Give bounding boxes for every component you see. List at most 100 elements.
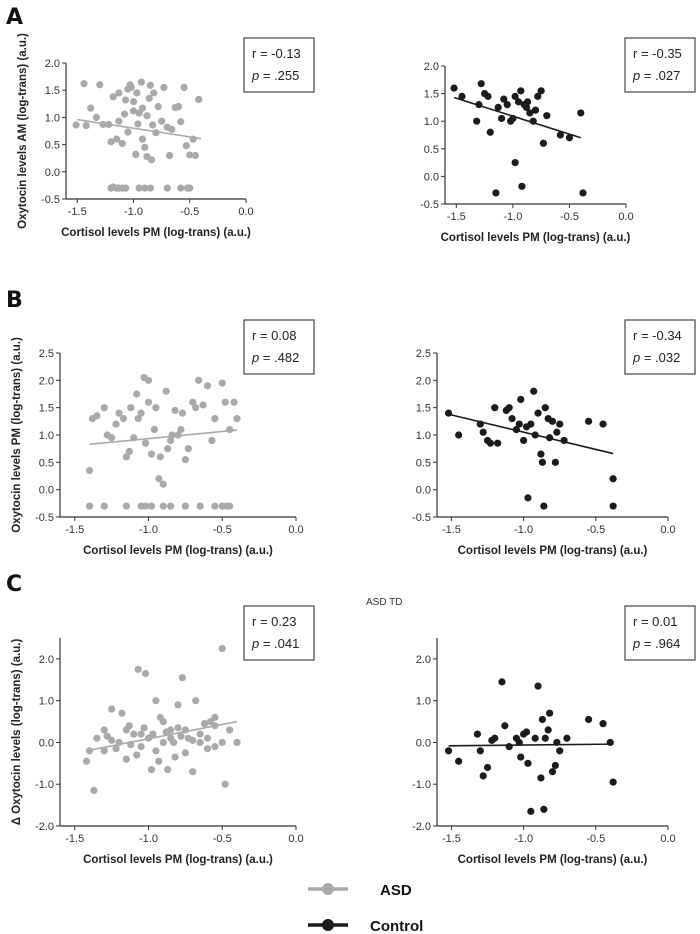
data-point <box>517 753 525 761</box>
data-point <box>122 502 130 510</box>
stat-r: r = -0.35 <box>633 46 682 61</box>
data-point <box>444 747 453 755</box>
data-point <box>563 734 571 742</box>
data-point <box>82 121 90 130</box>
data-point <box>135 184 143 192</box>
y-tick-label: -2.0 <box>412 821 431 833</box>
data-point <box>181 749 189 757</box>
data-point <box>150 89 158 97</box>
data-point <box>152 747 160 755</box>
data-point <box>189 768 197 776</box>
data-point <box>518 182 526 190</box>
data-point <box>177 118 185 126</box>
stat-p-label: p <box>251 350 259 365</box>
data-point <box>458 92 466 100</box>
data-point <box>144 376 153 384</box>
data-point <box>167 726 175 734</box>
data-point <box>146 81 154 89</box>
data-point <box>118 709 126 717</box>
stats-box: r = -0.13 p = .255 <box>243 37 315 93</box>
x-tick-label: 0.0 <box>660 833 675 845</box>
data-point <box>129 107 138 115</box>
stat-p: p = .255 <box>251 68 299 83</box>
x-tick-label: -0.5 <box>586 524 605 536</box>
data-point <box>192 404 200 412</box>
x-axis-label: Cortisol levels PM (log-trans) (a.u.) <box>458 545 648 557</box>
data-point <box>524 494 532 502</box>
data-point <box>165 151 174 160</box>
data-point <box>122 96 130 104</box>
data-point <box>178 674 187 682</box>
data-point <box>514 98 523 106</box>
data-point <box>548 417 557 425</box>
chart-1: A -0.5 0.0 0.5 1.0 1.5 2.0 -1.5 -1.0 -0.5 0.0 Corti… <box>6 5 315 239</box>
y-tick-label: 0.5 <box>45 140 60 152</box>
data-point <box>163 184 171 192</box>
stat-r: r = -0.34 <box>633 328 682 343</box>
data-point <box>191 151 199 160</box>
y-tick-label: -0.5 <box>41 194 60 206</box>
data-point <box>455 431 463 439</box>
y-tick-label: 1.0 <box>39 430 54 442</box>
data-point <box>93 412 101 420</box>
y-tick-label: 2.0 <box>416 375 431 387</box>
data-point <box>186 184 194 192</box>
data-point <box>115 117 123 125</box>
data-point <box>186 151 194 159</box>
data-point <box>531 106 540 114</box>
data-point <box>181 502 189 510</box>
data-point <box>133 751 141 759</box>
data-point <box>147 450 156 458</box>
data-point <box>524 759 532 767</box>
data-point <box>152 404 160 412</box>
stat-p-label: p <box>632 68 640 83</box>
y-tick-label: 0.5 <box>416 457 431 469</box>
data-point <box>455 757 463 765</box>
x-tick-label: -0.5 <box>560 211 579 223</box>
stat-p-value: = .255 <box>259 68 299 83</box>
stats-box: r = 0.08 p = .482 <box>243 319 315 375</box>
stat-p-value: = .964 <box>640 636 680 651</box>
data-point <box>100 502 108 510</box>
data-point <box>195 95 203 104</box>
x-tick-label: -1.5 <box>442 524 461 536</box>
data-point <box>218 738 226 747</box>
data-point <box>526 109 534 117</box>
data-point <box>118 139 126 148</box>
data-point <box>537 774 545 782</box>
data-point <box>164 445 172 453</box>
data-point <box>125 722 133 730</box>
data-point <box>609 475 617 483</box>
data-point <box>180 83 188 92</box>
data-point <box>565 134 574 142</box>
data-point <box>125 447 133 455</box>
data-point <box>523 98 532 106</box>
x-axis-label: Cortisol levels PM (log-trans) (a.u.) <box>83 854 273 866</box>
data-point <box>538 458 546 466</box>
y-tick-label: 0.0 <box>424 171 439 183</box>
data-point <box>483 763 492 772</box>
stat-p-value: = .032 <box>640 350 680 365</box>
panel-label: C <box>6 572 22 597</box>
stat-p-label: p <box>251 68 259 83</box>
stats-box: r = 0.01 p = .964 <box>624 605 696 661</box>
x-tick-label: -1.5 <box>447 211 466 223</box>
panel-label: B <box>6 288 23 313</box>
data-point <box>100 404 108 412</box>
data-point <box>181 456 189 464</box>
fit-line <box>448 743 614 747</box>
x-tick-label: 0.0 <box>288 524 303 536</box>
data-point <box>473 730 482 738</box>
data-point <box>112 420 120 428</box>
data-point <box>177 732 185 740</box>
data-point <box>171 406 179 414</box>
stat-r: r = -0.13 <box>252 46 301 61</box>
data-point <box>147 156 156 164</box>
stat-p: p = .027 <box>632 68 680 83</box>
y-tick-label: 0.0 <box>416 485 431 497</box>
data-point <box>577 109 585 117</box>
data-point <box>226 726 234 734</box>
data-point <box>444 409 453 417</box>
y-tick-label: -0.5 <box>420 199 439 211</box>
